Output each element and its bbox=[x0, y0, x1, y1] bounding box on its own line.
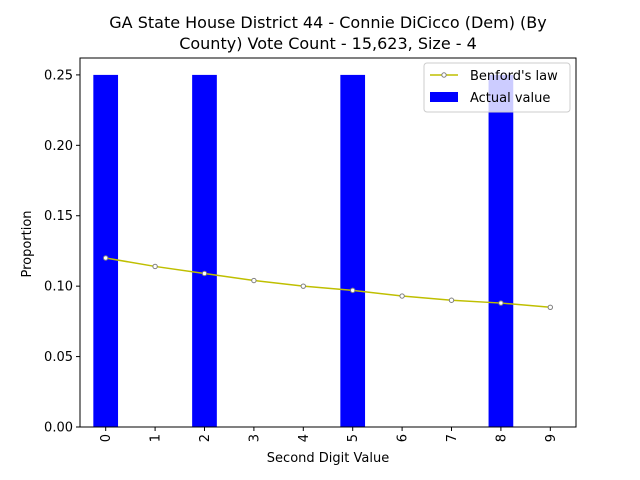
benford-point-9 bbox=[547, 304, 554, 310]
x-axis-ticks: 0 1 2 3 4 5 6 7 8 9 bbox=[99, 427, 559, 442]
benford-point-4 bbox=[300, 283, 306, 289]
benford-point-6 bbox=[399, 293, 405, 299]
x-tick-label: 2 bbox=[198, 434, 213, 442]
plot-frame bbox=[79, 57, 577, 428]
bar-digit-5 bbox=[340, 74, 366, 428]
legend-label-benford: Benford's law bbox=[470, 69, 558, 84]
x-tick-label: 1 bbox=[149, 434, 164, 442]
benford-point-8 bbox=[498, 300, 504, 306]
y-tick-label: 0.20 bbox=[44, 139, 73, 154]
x-tick-label: 0 bbox=[99, 434, 114, 442]
y-axis-label: Proportion bbox=[20, 210, 35, 277]
legend-marker-swatch bbox=[441, 72, 447, 78]
x-tick-label: 9 bbox=[544, 434, 559, 442]
benford-point-1 bbox=[152, 263, 158, 270]
line-series bbox=[102, 255, 554, 310]
chart-title-line-1: GA State House District 44 - Connie DiCi… bbox=[109, 13, 546, 32]
bar-series bbox=[93, 74, 514, 428]
legend-bar-swatch bbox=[430, 92, 458, 102]
benford-point-0 bbox=[102, 255, 109, 261]
x-axis-label: Second Digit Value bbox=[267, 451, 389, 466]
y-tick-label: 0.05 bbox=[44, 350, 73, 365]
legend-box bbox=[423, 62, 571, 113]
x-tick-label: 5 bbox=[346, 434, 361, 442]
bar-digit-2 bbox=[192, 74, 217, 428]
x-tick-label: 7 bbox=[445, 434, 460, 442]
chart-title-line-2: County) Vote Count - 15,623, Size - 4 bbox=[179, 34, 477, 53]
chart-title: GA State House District 44 - Connie DiCi… bbox=[109, 13, 546, 53]
x-tick-label: 8 bbox=[494, 434, 509, 442]
y-tick-label: 0.25 bbox=[44, 68, 73, 83]
y-tick-label: 0.00 bbox=[44, 421, 73, 436]
x-tick-label: 3 bbox=[247, 434, 262, 442]
bar-digit-8 bbox=[488, 74, 514, 428]
bar-digit-0 bbox=[93, 74, 119, 428]
benford-line bbox=[105, 257, 551, 309]
benford-point-5 bbox=[350, 287, 356, 294]
benford-point-7 bbox=[448, 297, 455, 303]
x-tick-label: 6 bbox=[396, 434, 411, 442]
benford-point-3 bbox=[251, 277, 257, 284]
y-tick-label: 0.15 bbox=[44, 209, 73, 224]
legend-label-actual: Actual value bbox=[470, 91, 550, 106]
benford-point-2 bbox=[201, 270, 208, 277]
y-tick-label: 0.10 bbox=[44, 280, 73, 295]
y-axis-ticks: 0.00 0.05 0.10 0.15 0.20 0.25 bbox=[44, 68, 80, 436]
x-tick-label: 4 bbox=[297, 434, 312, 442]
legend: Benford's law Actual value bbox=[423, 62, 571, 113]
